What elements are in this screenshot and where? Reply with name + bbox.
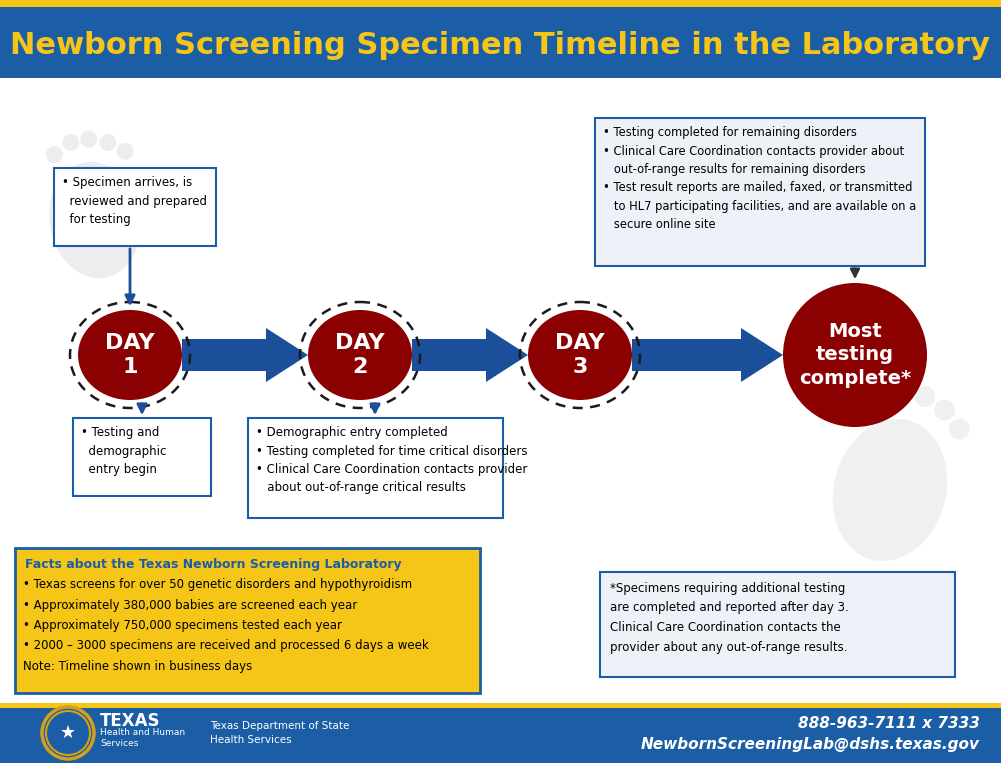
Text: Most
testing
complete*: Most testing complete*	[799, 322, 911, 388]
Ellipse shape	[78, 310, 182, 400]
Circle shape	[42, 707, 94, 759]
Text: • Testing completed for remaining disorders
• Clinical Care Coordination contact: • Testing completed for remaining disord…	[603, 126, 916, 231]
Ellipse shape	[62, 134, 79, 151]
FancyBboxPatch shape	[15, 548, 480, 693]
FancyBboxPatch shape	[54, 168, 216, 246]
Text: • Demographic entry completed
• Testing completed for time critical disorders
• : • Demographic entry completed • Testing …	[255, 426, 527, 494]
Ellipse shape	[893, 381, 914, 401]
Polygon shape	[182, 328, 308, 382]
Text: Health and Human
Services: Health and Human Services	[100, 728, 185, 749]
Polygon shape	[632, 328, 783, 382]
Text: *Specimens requiring additional testing
are completed and reported after day 3.
: *Specimens requiring additional testing …	[610, 582, 849, 653]
Text: • Texas screens for over 50 genetic disorders and hypothyroidism
• Approximately: • Texas screens for over 50 genetic diso…	[23, 578, 428, 673]
FancyBboxPatch shape	[73, 418, 211, 496]
Ellipse shape	[49, 162, 141, 278]
FancyBboxPatch shape	[0, 0, 1001, 7]
FancyBboxPatch shape	[0, 0, 1001, 78]
Ellipse shape	[99, 134, 116, 151]
Ellipse shape	[869, 385, 889, 406]
Ellipse shape	[528, 310, 632, 400]
Ellipse shape	[80, 130, 97, 148]
Text: ★: ★	[60, 724, 76, 742]
Ellipse shape	[934, 400, 955, 420]
Ellipse shape	[949, 419, 970, 439]
FancyBboxPatch shape	[595, 118, 925, 266]
Text: 888-963-7111 x 7333: 888-963-7111 x 7333	[798, 716, 980, 730]
Ellipse shape	[915, 386, 935, 407]
Text: NewbornScreeningLab@dshs.texas.gov: NewbornScreeningLab@dshs.texas.gov	[641, 738, 980, 752]
Text: Newborn Screening Specimen Timeline in the Laboratory: Newborn Screening Specimen Timeline in t…	[10, 31, 990, 60]
Text: • Testing and
  demographic
  entry begin: • Testing and demographic entry begin	[81, 426, 166, 476]
FancyBboxPatch shape	[0, 703, 1001, 708]
Ellipse shape	[117, 143, 133, 159]
Ellipse shape	[46, 146, 63, 163]
Text: Texas Department of State
Health Services: Texas Department of State Health Service…	[210, 721, 349, 745]
Text: TEXAS: TEXAS	[100, 712, 160, 730]
Circle shape	[783, 283, 927, 427]
Text: DAY
1: DAY 1	[105, 333, 155, 377]
Text: Facts about the Texas Newborn Screening Laboratory: Facts about the Texas Newborn Screening …	[25, 558, 401, 571]
Text: • Specimen arrives, is
  reviewed and prepared
  for testing: • Specimen arrives, is reviewed and prep…	[62, 176, 207, 226]
FancyBboxPatch shape	[247, 418, 503, 518]
FancyBboxPatch shape	[0, 703, 1001, 763]
FancyBboxPatch shape	[600, 572, 955, 677]
Polygon shape	[412, 328, 528, 382]
Ellipse shape	[308, 310, 412, 400]
Text: DAY
3: DAY 3	[556, 333, 605, 377]
Ellipse shape	[833, 419, 947, 561]
Text: DAY
2: DAY 2	[335, 333, 384, 377]
